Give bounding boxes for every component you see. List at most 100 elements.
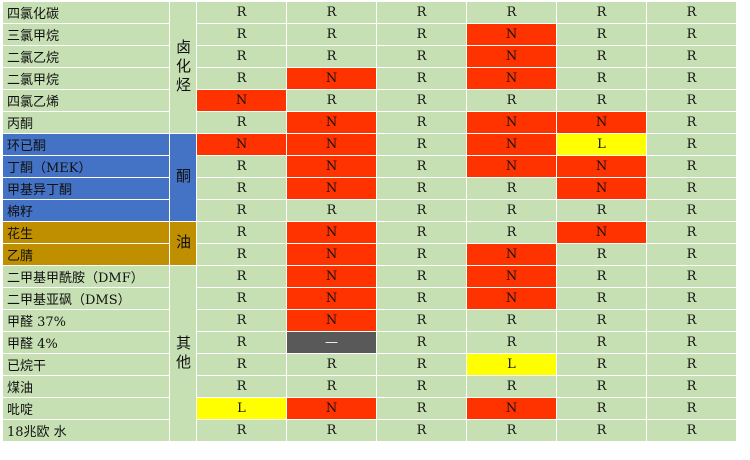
rating-cell: — (286, 331, 377, 354)
rating-cell: N (556, 155, 647, 178)
rating-cell: R (376, 419, 467, 442)
rating-cell: R (376, 45, 467, 68)
group-label: 油 (169, 221, 197, 266)
rating-cell: N (556, 111, 647, 134)
rating-cell: N (286, 133, 377, 156)
table-row: 花生油 R N R R N R (2, 221, 737, 266)
rating-cell: N (286, 111, 377, 134)
rating-cell: R (646, 331, 737, 354)
rating-cell: R (376, 1, 467, 24)
rating-cell: R (466, 177, 557, 200)
rating-cell: R (196, 419, 287, 442)
rating-cell: R (376, 155, 467, 178)
chemical-name: 二氯乙烷 (2, 45, 170, 68)
rating-cell: R (466, 419, 557, 442)
chemical-resistance-table: 四氯化碳 卤化烃 R R R R R R 三氯甲烷 R R R N R R 二氯乙烷 R R R N R R 二氯甲烷 R N R… (2, 1, 737, 442)
chemical-name: 三氯甲烷 (2, 23, 170, 46)
rating-cell: R (376, 309, 467, 332)
chemical-name: 丙酮 (2, 111, 170, 134)
rating-cell: R (646, 309, 737, 332)
rating-cell: R (286, 23, 377, 46)
table-row: 乙腈 R N R N R R (2, 243, 737, 266)
chemical-name: 环已酮 (2, 133, 170, 156)
rating-cell: N (466, 287, 557, 310)
rating-cell: R (646, 133, 737, 156)
rating-cell: R (196, 265, 287, 288)
rating-cell: N (466, 23, 557, 46)
rating-cell: R (196, 111, 287, 134)
rating-cell: R (556, 89, 647, 112)
table-row: 煤油 R R R R R R (2, 375, 737, 398)
rating-cell: N (286, 287, 377, 310)
rating-cell: R (196, 309, 287, 332)
rating-cell: R (556, 45, 647, 68)
rating-cell: R (466, 375, 557, 398)
rating-cell: R (646, 353, 737, 376)
rating-cell: R (286, 199, 377, 222)
group-label: 卤化烃 (169, 1, 197, 134)
rating-cell: N (286, 265, 377, 288)
chemical-name: 四氯乙烯 (2, 89, 170, 112)
rating-cell: R (196, 199, 287, 222)
chemical-name: 花生 (2, 221, 170, 244)
chemical-name: 丁酮（MEK） (2, 155, 170, 178)
chemical-name: 18兆欧 水 (2, 419, 170, 442)
rating-cell: N (286, 309, 377, 332)
table-row: 二甲基亚砜（DMS） R N R N R R (2, 287, 737, 310)
rating-cell: R (556, 23, 647, 46)
chemical-name: 甲醛 37% (2, 309, 170, 332)
rating-cell: R (376, 287, 467, 310)
rating-cell: R (646, 1, 737, 24)
chemical-name: 二甲基甲酰胺（DMF） (2, 265, 170, 288)
rating-cell: R (196, 375, 287, 398)
chemical-name: 乙腈 (2, 243, 170, 266)
rating-cell: L (466, 353, 557, 376)
rating-cell: R (286, 353, 377, 376)
rating-cell: R (196, 23, 287, 46)
rating-cell: R (196, 331, 287, 354)
rating-cell: R (376, 199, 467, 222)
rating-cell: R (646, 419, 737, 442)
rating-cell: N (286, 243, 377, 266)
rating-cell: R (556, 287, 647, 310)
rating-cell: R (376, 353, 467, 376)
rating-cell: R (556, 265, 647, 288)
rating-cell: N (466, 265, 557, 288)
rating-cell: R (196, 221, 287, 244)
table-row: 四氯乙烯 N R R R R R (2, 89, 737, 112)
rating-cell: R (556, 67, 647, 90)
rating-cell: R (556, 353, 647, 376)
rating-cell: R (556, 419, 647, 442)
chemical-name: 二氯甲烷 (2, 67, 170, 90)
rating-cell: R (286, 89, 377, 112)
rating-cell: R (556, 375, 647, 398)
rating-cell: N (196, 133, 287, 156)
rating-cell: R (196, 1, 287, 24)
rating-cell: R (646, 89, 737, 112)
chemical-name: 二甲基亚砜（DMS） (2, 287, 170, 310)
rating-cell: R (646, 265, 737, 288)
rating-cell: R (646, 111, 737, 134)
rating-cell: N (196, 89, 287, 112)
table-row: 四氯化碳 卤化烃 R R R R R R (2, 1, 737, 134)
rating-cell: R (376, 89, 467, 112)
rating-cell: N (286, 155, 377, 178)
rating-cell: R (556, 199, 647, 222)
rating-cell: R (646, 67, 737, 90)
table-row: 甲醛 4% R — R R R R (2, 331, 737, 354)
rating-cell: R (646, 375, 737, 398)
rating-cell: N (466, 397, 557, 420)
rating-cell: R (556, 1, 647, 24)
rating-cell: L (196, 397, 287, 420)
chemical-name: 棉籽 (2, 199, 170, 222)
rating-cell: N (466, 133, 557, 156)
rating-cell: N (556, 177, 647, 200)
rating-cell: R (646, 199, 737, 222)
rating-cell: N (466, 243, 557, 266)
chemical-name: 已烷干 (2, 353, 170, 376)
chemical-name: 甲醛 4% (2, 331, 170, 354)
rating-cell: R (286, 1, 377, 24)
rating-cell: R (376, 265, 467, 288)
rating-cell: R (466, 89, 557, 112)
rating-cell: R (556, 331, 647, 354)
